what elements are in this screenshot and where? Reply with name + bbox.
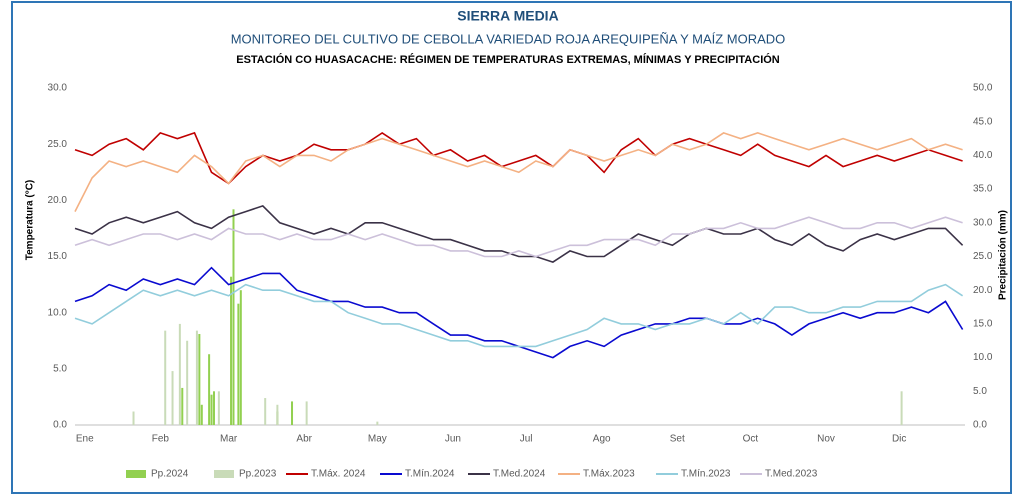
- chart-subtitle: MONITOREO DEL CULTIVO DE CEBOLLA VARIEDA…: [231, 31, 786, 46]
- bar: [195, 330, 198, 425]
- frame: [11, 1, 1012, 494]
- y2-tick-label: 0.0: [973, 420, 987, 431]
- y-tick-label: 0.0: [53, 420, 67, 431]
- legend-label: T.Mín.2023: [681, 469, 731, 480]
- y2-tick-label: 10.0: [973, 352, 993, 363]
- y2-tick-label: 20.0: [973, 285, 993, 296]
- x-tick-label: Feb: [152, 434, 170, 445]
- bar: [210, 394, 213, 425]
- line: [74, 283, 964, 348]
- y-axis-title: Temperatura (°C): [25, 180, 36, 261]
- bar: [230, 276, 233, 425]
- x-tick-label: Nov: [817, 434, 835, 445]
- x-tick-label: Dic: [892, 434, 906, 445]
- legend-label: T.Med.2024: [493, 469, 546, 480]
- line: [74, 216, 963, 258]
- bar: [171, 371, 174, 425]
- bar: [178, 323, 181, 425]
- y2-axis-title: Precipitación (mm): [998, 210, 1009, 300]
- x-tick-label: Oct: [743, 434, 759, 445]
- x-tick-label: Jun: [445, 434, 461, 445]
- y2-tick-label: 40.0: [973, 150, 993, 161]
- bar: [198, 334, 201, 425]
- y2-tick-label: 15.0: [973, 319, 993, 330]
- y-tick-label: 30.0: [48, 83, 68, 94]
- x-tick-label: Ago: [593, 434, 611, 445]
- y2-tick-label: 35.0: [973, 184, 993, 195]
- bar: [305, 401, 308, 425]
- bar: [186, 340, 189, 425]
- y2-tick-label: 45.0: [973, 116, 993, 127]
- legend-swatch: [126, 470, 146, 478]
- legend-label: T.Máx.2023: [583, 469, 635, 480]
- legend-label: T.Med.2023: [765, 469, 818, 480]
- x-tick-label: Jul: [520, 434, 533, 445]
- bar: [164, 330, 167, 425]
- x-tick-label: Mar: [220, 434, 238, 445]
- bar: [276, 404, 279, 425]
- bar: [181, 387, 184, 425]
- bar: [291, 401, 294, 425]
- chart-description: ESTACIÓN CO HUASACACHE: RÉGIMEN DE TEMPE…: [236, 53, 780, 66]
- y-tick-label: 10.0: [48, 307, 68, 318]
- x-tick-label: May: [368, 434, 387, 445]
- y2-tick-label: 25.0: [973, 251, 993, 262]
- bar: [217, 391, 220, 425]
- y-tick-label: 5.0: [53, 363, 67, 374]
- bar: [376, 421, 379, 425]
- legend-label: T.Mín.2024: [405, 469, 455, 480]
- bar: [200, 404, 203, 425]
- line: [74, 132, 963, 212]
- y2-tick-label: 50.0: [973, 83, 993, 94]
- x-tick-label: Set: [670, 434, 685, 445]
- x-tick-label: Ene: [76, 434, 94, 445]
- bar: [132, 411, 135, 425]
- bar: [208, 354, 211, 425]
- bar: [900, 391, 903, 425]
- line: [74, 131, 963, 185]
- legend-label: Pp.2023: [239, 469, 277, 480]
- bar: [212, 391, 215, 425]
- y-tick-label: 20.0: [48, 195, 68, 206]
- legend-label: T.Máx. 2024: [311, 469, 366, 480]
- bar: [232, 209, 235, 425]
- bar: [264, 398, 267, 425]
- line: [74, 204, 964, 263]
- y2-tick-label: 30.0: [973, 217, 993, 228]
- y2-tick-label: 5.0: [973, 386, 987, 397]
- bar: [237, 303, 240, 425]
- legend-swatch: [214, 470, 234, 478]
- legend-label: Pp.2024: [151, 469, 189, 480]
- bar: [239, 290, 242, 425]
- y-tick-label: 15.0: [48, 251, 68, 262]
- y-tick-label: 25.0: [48, 139, 68, 150]
- x-tick-label: Abr: [296, 434, 312, 445]
- chart-title: SIERRA MEDIA: [457, 8, 558, 24]
